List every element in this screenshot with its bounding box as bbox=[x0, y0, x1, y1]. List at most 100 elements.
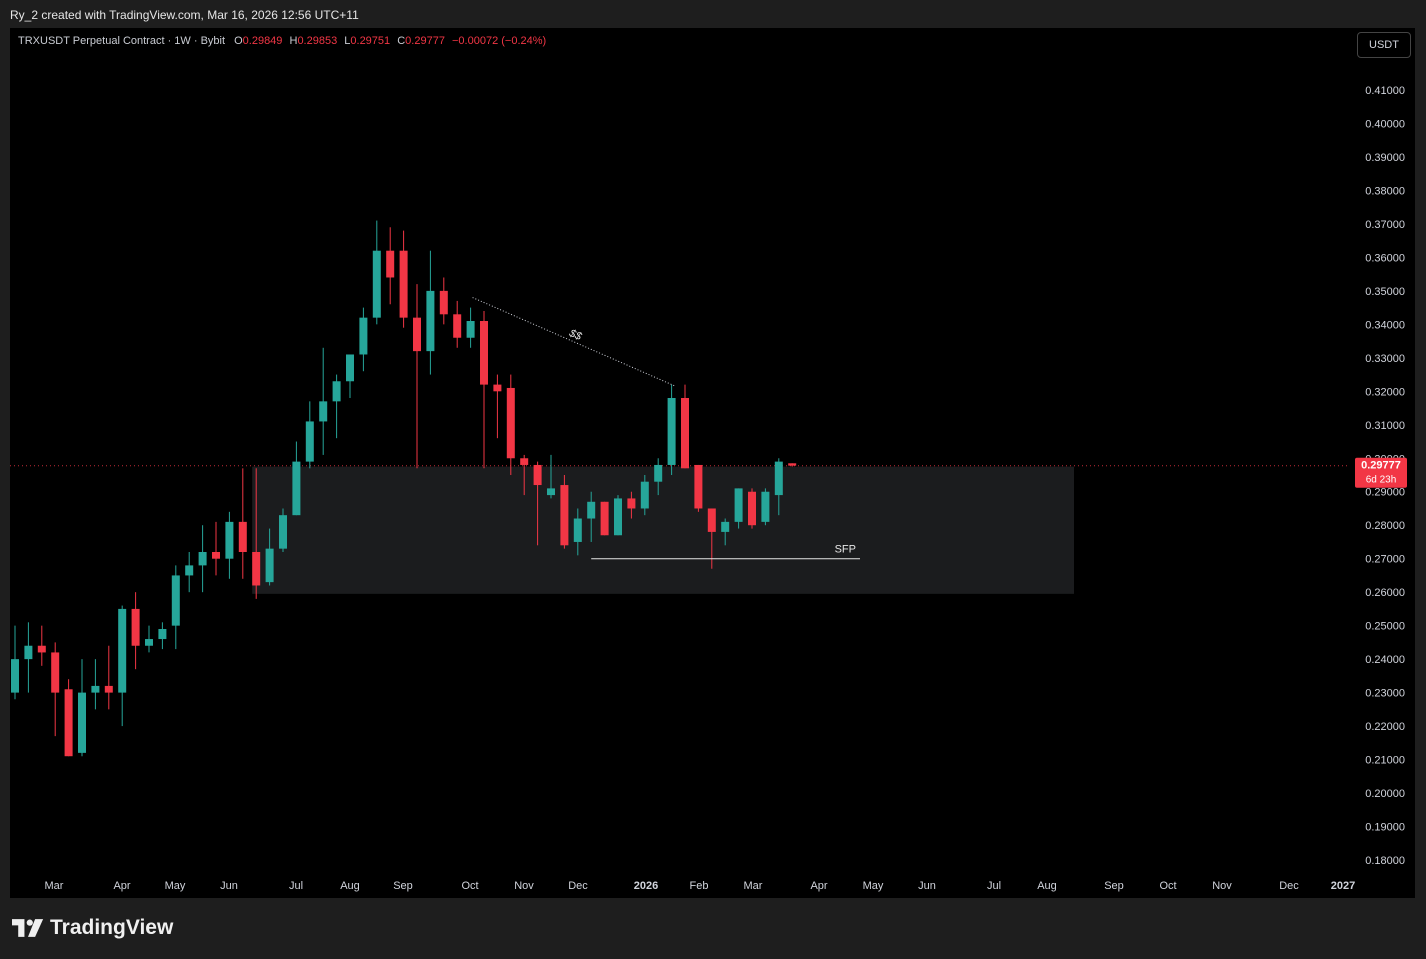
chart-canvas[interactable]: $$ SFP 0.18000 0.19000 0.20000 0.21000 0.22000… bbox=[10, 28, 1415, 898]
candle-body[interactable] bbox=[681, 398, 689, 469]
candle-body[interactable] bbox=[480, 321, 488, 385]
y-axis-tick-label: 0.24000 bbox=[1365, 654, 1405, 666]
y-axis-tick-label: 0.28000 bbox=[1365, 520, 1405, 532]
candle-body[interactable] bbox=[131, 608, 140, 646]
candle-body[interactable] bbox=[453, 314, 462, 338]
candle-body[interactable] bbox=[547, 488, 555, 496]
candle-body[interactable] bbox=[78, 692, 86, 753]
candle-body[interactable] bbox=[305, 421, 314, 462]
close-label: C bbox=[397, 35, 406, 47]
candle-body[interactable] bbox=[104, 685, 113, 693]
candle-body[interactable] bbox=[171, 575, 180, 626]
candle-body[interactable] bbox=[346, 354, 354, 382]
chart-pane[interactable]: $$ SFP 0.18000 0.19000 0.20000 0.21000 0.22000… bbox=[10, 28, 1415, 898]
candle-body[interactable] bbox=[319, 401, 328, 422]
x-axis-tick-label: Aug bbox=[340, 880, 360, 892]
brand-name: TradingView bbox=[50, 916, 174, 939]
candle-body[interactable] bbox=[64, 689, 73, 757]
candle-body[interactable] bbox=[640, 481, 649, 509]
x-axis-tick-label: Oct bbox=[461, 880, 478, 892]
x-axis-tick-label: Sep bbox=[1104, 880, 1124, 892]
candle-body[interactable] bbox=[774, 461, 783, 496]
candle-body[interactable] bbox=[332, 381, 341, 402]
candle-body[interactable] bbox=[748, 491, 756, 526]
x-axis-tick-label: May bbox=[165, 880, 186, 892]
y-axis-tick-label: 0.32000 bbox=[1365, 386, 1405, 398]
support-zone-rect bbox=[252, 466, 1074, 594]
candle-body[interactable] bbox=[694, 464, 703, 509]
price-tag-box bbox=[1355, 457, 1407, 488]
candle-body[interactable] bbox=[761, 491, 770, 522]
x-axis-tick-label: Apr bbox=[810, 880, 827, 892]
candle-body[interactable] bbox=[292, 461, 301, 516]
liquidity-trendline[interactable] bbox=[472, 297, 676, 387]
x-axis-tick-label: Nov bbox=[514, 880, 534, 892]
candle-body[interactable] bbox=[520, 458, 529, 465]
candle-body[interactable] bbox=[24, 645, 33, 660]
candle-body[interactable] bbox=[654, 464, 663, 482]
tradingview-logo-icon bbox=[12, 919, 44, 937]
x-axis-tick-label: Aug bbox=[1037, 880, 1057, 892]
x-axis-tick-label: Jul bbox=[289, 880, 303, 892]
candle-body[interactable] bbox=[493, 384, 502, 392]
x-axis-tick-label: Feb bbox=[690, 880, 709, 892]
candle-body[interactable] bbox=[185, 565, 194, 576]
high-label: H bbox=[289, 35, 298, 47]
candle-body[interactable] bbox=[721, 521, 730, 532]
candle-body[interactable] bbox=[37, 645, 46, 653]
y-axis-tick-label: 0.38000 bbox=[1365, 185, 1405, 197]
x-axis-tick-label: Jul bbox=[987, 880, 1001, 892]
candle-body[interactable] bbox=[359, 317, 368, 355]
candle-body[interactable] bbox=[238, 521, 247, 552]
candle-body[interactable] bbox=[506, 387, 515, 459]
candle-body[interactable] bbox=[158, 629, 167, 640]
candle-body[interactable] bbox=[225, 521, 234, 559]
candle-body[interactable] bbox=[627, 498, 636, 509]
candle-body[interactable] bbox=[372, 250, 381, 318]
candle-body[interactable] bbox=[279, 515, 287, 549]
candle-body[interactable] bbox=[399, 250, 408, 318]
x-axis-tick-label: Dec bbox=[568, 880, 588, 892]
x-axis-tick-label: May bbox=[863, 880, 884, 892]
low-value: 0.29751 bbox=[350, 35, 391, 47]
candle-body[interactable] bbox=[265, 548, 274, 583]
candle-body[interactable] bbox=[386, 250, 395, 278]
tradingview-logo[interactable]: TradingView bbox=[12, 916, 173, 940]
y-axis-tick-label: 0.33000 bbox=[1365, 353, 1405, 365]
candle-body[interactable] bbox=[587, 501, 596, 519]
candle-body[interactable] bbox=[252, 552, 261, 586]
candle-body[interactable] bbox=[734, 488, 743, 522]
y-axis-tick-label: 0.26000 bbox=[1365, 587, 1405, 599]
candle-body[interactable] bbox=[426, 290, 435, 352]
x-axis-tick-label: Dec bbox=[1279, 880, 1299, 892]
candle-body[interactable] bbox=[198, 552, 207, 566]
candle-body[interactable] bbox=[707, 508, 716, 532]
open-value: 0.29849 bbox=[242, 35, 283, 47]
change-value: −0.00072 (−0.24%) bbox=[452, 35, 547, 47]
candle-body[interactable] bbox=[600, 501, 609, 536]
candle-body[interactable] bbox=[145, 639, 153, 646]
y-axis-tick-label: 0.20000 bbox=[1365, 788, 1405, 800]
x-axis-tick-label: Jun bbox=[918, 880, 936, 892]
candle-body[interactable] bbox=[11, 659, 19, 693]
candle-body[interactable] bbox=[439, 290, 448, 315]
candle-body[interactable] bbox=[51, 652, 60, 693]
candle-body[interactable] bbox=[466, 321, 475, 338]
candle-body[interactable] bbox=[91, 685, 100, 693]
candle-body[interactable] bbox=[614, 498, 622, 536]
candle-body[interactable] bbox=[573, 518, 582, 542]
candle-body[interactable] bbox=[212, 552, 220, 559]
candle-body[interactable] bbox=[413, 317, 421, 352]
currency-button[interactable]: USDT bbox=[1357, 32, 1411, 58]
price-tag-value: 0.29777 bbox=[1361, 460, 1401, 472]
candle-body[interactable] bbox=[788, 463, 797, 466]
symbol-legend: TRXUSDT Perpetual Contract · 1W · Bybit … bbox=[18, 35, 546, 47]
candle-body[interactable] bbox=[667, 398, 676, 465]
candle-body[interactable] bbox=[118, 608, 127, 693]
y-axis-tick-label: 0.27000 bbox=[1365, 554, 1405, 566]
y-axis-tick-label: 0.35000 bbox=[1365, 286, 1405, 298]
candle-body[interactable] bbox=[560, 485, 569, 546]
symbol-name: TRXUSDT Perpetual Contract · 1W · Bybit bbox=[18, 35, 226, 47]
close-value: 0.29777 bbox=[405, 35, 445, 47]
candle-body[interactable] bbox=[533, 464, 542, 486]
